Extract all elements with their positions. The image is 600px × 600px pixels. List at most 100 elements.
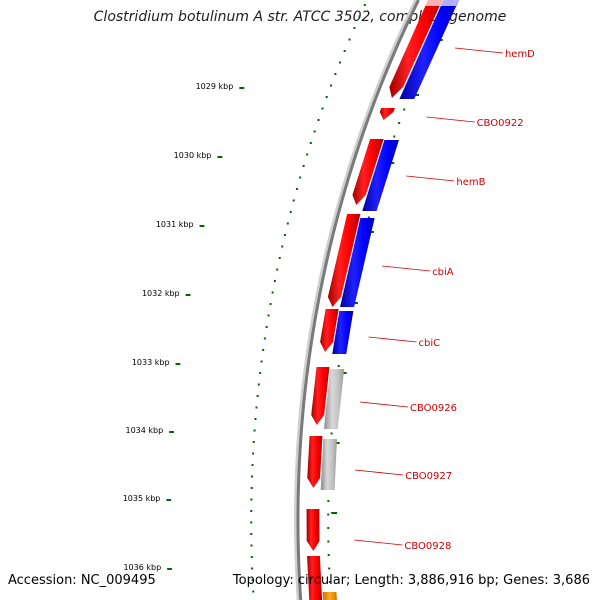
- scale-dot: [276, 268, 279, 271]
- scale-dot: [251, 464, 254, 466]
- scale-dot: [250, 498, 253, 501]
- scale-dot: [292, 199, 295, 202]
- map-title: Clostridium botulinum A str. ATCC 3502, …: [93, 9, 507, 25]
- cog-block-orange: [322, 592, 337, 600]
- scale-dot: [273, 280, 276, 282]
- scale-dot: [325, 96, 328, 98]
- scale-dot: [337, 365, 340, 367]
- scale-dot: [327, 540, 330, 543]
- scale-dot: [252, 441, 255, 443]
- scale-dot: [262, 349, 265, 351]
- cds-arrow-forward: [307, 436, 323, 488]
- scale-dot: [250, 533, 253, 535]
- cog-block-blue: [362, 140, 399, 211]
- scale-dot: [393, 135, 396, 138]
- feature-layer: [306, 0, 459, 600]
- gene-leader-line: [426, 116, 475, 123]
- gene-label: hemD: [505, 49, 535, 60]
- scale-ticks-layer: 1029 kbp 1030 kbp 1031 kbp 1032 kbp 1033 kbp…: [123, 39, 443, 572]
- kbp-label: 1033 kbp: [132, 358, 170, 367]
- cog-block-gray: [320, 439, 337, 490]
- gene-leader-line: [354, 539, 403, 546]
- cog-block-blue: [399, 0, 459, 99]
- scale-dot: [263, 337, 266, 340]
- cds-arrow-forward: [389, 0, 443, 98]
- scale-dot: [313, 130, 316, 133]
- cds-arrow-forward: [320, 309, 339, 352]
- scale-dot: [271, 291, 274, 294]
- scale-dot: [329, 84, 332, 87]
- scale-dot: [317, 119, 320, 121]
- kbp-label: 1032 kbp: [142, 289, 180, 298]
- gene-leader-line: [355, 469, 404, 476]
- scale-dot: [251, 475, 254, 478]
- scale-dot: [327, 500, 330, 502]
- scale-dot: [252, 590, 255, 593]
- kbp-label: 1034 kbp: [125, 426, 163, 435]
- kbp-label: 1030 kbp: [174, 151, 212, 160]
- scale-dot: [330, 432, 333, 435]
- scale-dot: [250, 510, 253, 512]
- scale-dot: [281, 245, 284, 248]
- scale-dot: [269, 303, 272, 305]
- scale-dot: [327, 527, 330, 529]
- kbp-label: 1031 kbp: [156, 220, 194, 229]
- gene-leader-line: [382, 265, 431, 272]
- scale-dot: [286, 222, 289, 225]
- scale-dot: [358, 15, 361, 18]
- scale-dot: [328, 567, 331, 570]
- scale-dot: [299, 176, 302, 179]
- gene-label: CBO0926: [410, 403, 457, 414]
- scale-dot: [259, 372, 262, 374]
- cds-arrow-forward: [307, 556, 323, 600]
- scale-dot: [251, 567, 254, 570]
- scale-dot: [257, 383, 260, 386]
- scale-dot: [403, 108, 406, 111]
- cds-arrow-forward: [352, 139, 384, 205]
- genome-backbone: [296, 0, 420, 600]
- scale-dot: [321, 107, 324, 110]
- scale-dot: [260, 360, 263, 363]
- kbp-label: 1035 kbp: [123, 494, 161, 503]
- scale-dot: [289, 211, 292, 213]
- kbp-label: 1029 kbp: [196, 82, 234, 91]
- scale-dot: [398, 122, 401, 124]
- scale-dot: [250, 556, 253, 558]
- label-layer: hemD CBO0922 hemB cbiA cbiC CBO0926 CBO0927 CBO…: [354, 47, 535, 552]
- scale-dot: [255, 406, 258, 409]
- scale-dot: [348, 38, 351, 41]
- accession-text: Accession: NC_009495: [8, 573, 156, 588]
- scale-dot: [306, 153, 309, 156]
- scale-dot: [309, 142, 312, 144]
- cog-block-blue: [332, 311, 354, 354]
- cog-block-blue: [440, 0, 459, 6]
- scale-dot: [295, 188, 298, 190]
- scale-dot: [353, 27, 356, 29]
- cds-arrow-forward: [311, 367, 330, 425]
- cds-arrow-forward: [327, 214, 361, 307]
- scale-dot: [278, 257, 281, 259]
- scale-dot: [250, 521, 253, 524]
- scale-dot: [283, 234, 286, 236]
- backbone-layer: [294, 0, 420, 600]
- scale-dot: [343, 50, 346, 52]
- scale-dot: [265, 326, 268, 328]
- scale-dot: [251, 579, 254, 581]
- scale-dot: [334, 73, 337, 75]
- scale-dot: [338, 61, 341, 64]
- scale-dot: [267, 314, 270, 317]
- scale-dot: [367, 216, 370, 219]
- scale-dot: [363, 4, 366, 6]
- gene-leader-line: [406, 175, 455, 182]
- scale-dot: [327, 513, 330, 516]
- kbp-label: 1036 kbp: [123, 563, 161, 572]
- scale-dot: [250, 544, 253, 547]
- gene-label: cbiA: [432, 267, 454, 278]
- gene-label: hemB: [456, 177, 485, 188]
- topology-summary: Topology: circular; Length: 3,886,916 bp…: [232, 573, 590, 588]
- scale-dot: [302, 165, 305, 167]
- scale-dot: [252, 452, 255, 455]
- scale-dot: [327, 554, 330, 556]
- scale-dot: [328, 581, 331, 583]
